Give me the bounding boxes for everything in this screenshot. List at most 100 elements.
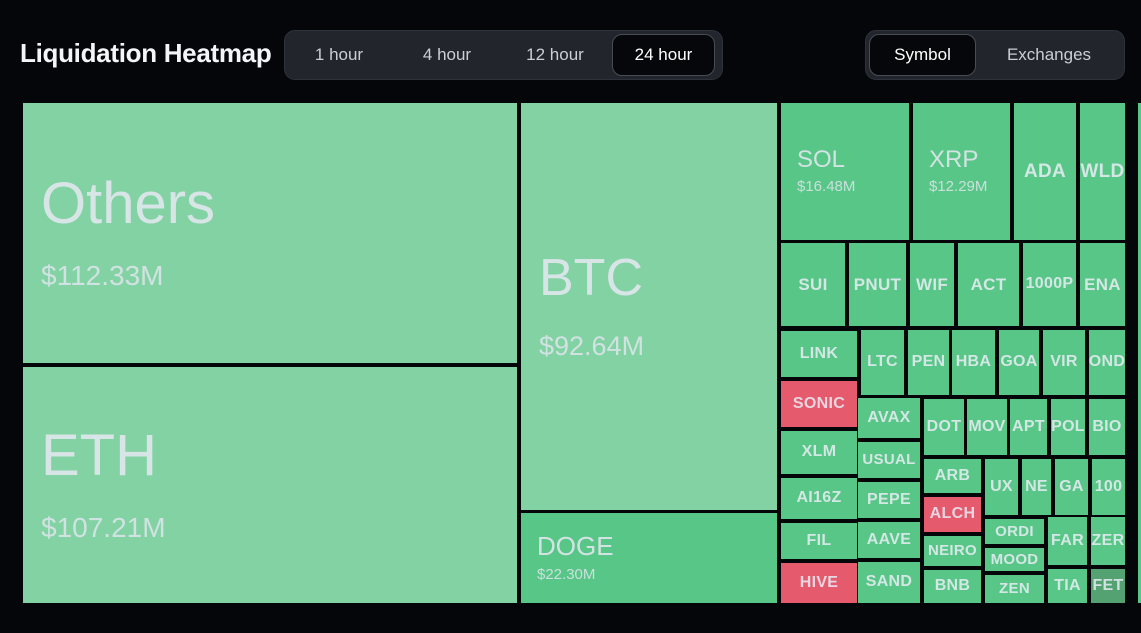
- treemap-cell-wif[interactable]: WIF: [910, 243, 954, 326]
- cell-symbol: TIA: [1054, 576, 1081, 594]
- treemap-cell-bnb[interactable]: BNB: [924, 570, 981, 603]
- treemap-cell-zer[interactable]: ZER: [1091, 517, 1125, 565]
- time-range-24-hour[interactable]: 24 hour: [612, 34, 715, 76]
- treemap-cell-neiro[interactable]: NEIRO: [924, 536, 981, 566]
- treemap-cell-hba[interactable]: HBA: [952, 330, 995, 395]
- cell-symbol: DOT: [926, 417, 962, 435]
- cell-value: $112.33M: [41, 260, 164, 292]
- time-range-12-hour[interactable]: 12 hour: [501, 31, 609, 79]
- treemap-cell-1000p[interactable]: 1000P: [1023, 243, 1076, 326]
- treemap-cell-100[interactable]: 100: [1092, 459, 1125, 515]
- cell-symbol: USUAL: [862, 451, 916, 469]
- treemap-cell-xlm[interactable]: XLM: [781, 431, 857, 474]
- treemap-cell-eth[interactable]: ETH $107.21M: [23, 367, 517, 603]
- cell-symbol: ETH: [41, 423, 157, 489]
- treemap-cell-zen[interactable]: ZEN: [985, 575, 1044, 603]
- treemap-cell-hive[interactable]: HIVE: [781, 563, 857, 603]
- cell-symbol: DOGE: [537, 530, 614, 561]
- view-mode-exchanges[interactable]: Exchanges: [979, 31, 1119, 79]
- treemap-cell-wld[interactable]: WLD: [1080, 103, 1125, 240]
- treemap-cell-goa[interactable]: GOA: [999, 330, 1039, 395]
- cell-symbol: ENA: [1084, 274, 1121, 294]
- treemap-cell-dot[interactable]: DOT: [924, 399, 964, 455]
- treemap-cell-link[interactable]: LINK: [781, 331, 857, 377]
- treemap-cell-mov[interactable]: MOV: [967, 399, 1007, 455]
- cell-symbol: APT: [1012, 417, 1045, 435]
- treemap-cell-ga[interactable]: GA: [1055, 459, 1088, 515]
- cell-symbol: Others: [41, 171, 216, 237]
- treemap-cell-sand[interactable]: SAND: [858, 562, 920, 603]
- cell-symbol: LTC: [867, 353, 898, 371]
- cell-value: $107.21M: [41, 512, 166, 544]
- treemap-cell-ux[interactable]: UX: [985, 459, 1018, 515]
- treemap-cell-pol[interactable]: POL: [1051, 399, 1085, 455]
- cell-symbol: MOOD: [990, 550, 1039, 568]
- treemap-cell-ltc[interactable]: LTC: [861, 330, 904, 395]
- cell-symbol: ACT: [970, 274, 1007, 294]
- cell-symbol: ZEN: [999, 580, 1030, 598]
- cell-symbol: ZER: [1091, 531, 1125, 549]
- treemap-cell-fet[interactable]: FET: [1091, 569, 1125, 603]
- treemap-cell-pen[interactable]: PEN: [908, 330, 949, 395]
- treemap-cell-sui[interactable]: SUI: [781, 243, 845, 326]
- treemap-cell-tia[interactable]: TIA: [1048, 569, 1087, 603]
- treemap-cell-xrp[interactable]: XRP $12.29M: [913, 103, 1010, 240]
- cell-symbol: XLM: [801, 443, 837, 461]
- cell-symbol: 100: [1094, 477, 1123, 495]
- time-range-4-hour[interactable]: 4 hour: [393, 31, 501, 79]
- treemap-cell-usual[interactable]: USUAL: [858, 442, 920, 478]
- cell-symbol: SONIC: [792, 394, 846, 412]
- treemap-cell-pepe[interactable]: PEPE: [858, 482, 920, 518]
- treemap-cell-doge[interactable]: DOGE $22.30M: [521, 513, 777, 603]
- cell-symbol: PEPE: [867, 490, 911, 508]
- cell-symbol: BIO: [1092, 417, 1122, 435]
- cell-symbol: FAR: [1051, 531, 1084, 549]
- cell-symbol: HBA: [955, 353, 992, 371]
- treemap-cell-apt[interactable]: APT: [1010, 399, 1047, 455]
- cell-symbol: PEN: [911, 353, 946, 371]
- cell-symbol: UX: [990, 477, 1013, 495]
- treemap-cell-vir[interactable]: VIR: [1043, 330, 1085, 395]
- cell-symbol: LINK: [799, 344, 839, 362]
- treemap-cell-sonic[interactable]: SONIC: [781, 381, 857, 427]
- treemap-cell-ond[interactable]: OND: [1089, 330, 1125, 395]
- treemap-cell-mood[interactable]: MOOD: [985, 548, 1044, 571]
- view-mode-symbol[interactable]: Symbol: [869, 34, 976, 76]
- treemap-cell-alch[interactable]: ALCH: [924, 497, 981, 532]
- cell-symbol: AI16Z: [796, 489, 842, 507]
- time-range-1-hour[interactable]: 1 hour: [285, 31, 393, 79]
- treemap-cell-sol[interactable]: SOL $16.48M: [781, 103, 909, 240]
- treemap-cell-fil[interactable]: FIL: [781, 523, 857, 559]
- view-mode-selector: Symbol Exchanges: [865, 30, 1125, 80]
- page-title: Liquidation Heatmap: [20, 38, 272, 68]
- treemap-cell-ai16z[interactable]: AI16Z: [781, 478, 857, 519]
- treemap-cell-arb[interactable]: ARB: [924, 459, 981, 493]
- cell-symbol: AAVE: [866, 530, 912, 548]
- treemap-cell-ordi[interactable]: ORDI: [985, 519, 1044, 544]
- cell-symbol: WLD: [1080, 160, 1125, 182]
- cell-symbol: SOL: [797, 146, 846, 174]
- cell-value: $12.29M: [929, 178, 988, 196]
- cell-value: $16.48M: [797, 178, 856, 196]
- time-range-selector: 1 hour 4 hour 12 hour 24 hour: [284, 30, 723, 80]
- treemap-cell-bio[interactable]: BIO: [1089, 399, 1125, 455]
- treemap-cell-ada[interactable]: ADA: [1014, 103, 1076, 240]
- cell-symbol: 1000P: [1025, 275, 1074, 293]
- treemap-cell-ne[interactable]: NE: [1022, 459, 1051, 515]
- cell-symbol: GOA: [1000, 353, 1038, 371]
- treemap-cell-far[interactable]: FAR: [1048, 517, 1087, 565]
- treemap-cell-btc[interactable]: BTC $92.64M: [521, 103, 777, 510]
- cell-symbol: PNUT: [853, 274, 902, 294]
- treemap-cell-avax[interactable]: AVAX: [858, 398, 920, 438]
- treemap-cell-ena[interactable]: ENA: [1080, 243, 1125, 326]
- cell-symbol: FET: [1092, 576, 1124, 594]
- cell-symbol: OND: [1089, 353, 1125, 371]
- treemap-cell-act[interactable]: ACT: [958, 243, 1019, 326]
- treemap-cell-pnut[interactable]: PNUT: [849, 243, 906, 326]
- cell-symbol: HIVE: [799, 573, 839, 591]
- treemap-cell-aave[interactable]: AAVE: [858, 522, 920, 558]
- treemap-cell-others[interactable]: Others $112.33M: [23, 103, 517, 363]
- cell-symbol: POL: [1051, 417, 1085, 435]
